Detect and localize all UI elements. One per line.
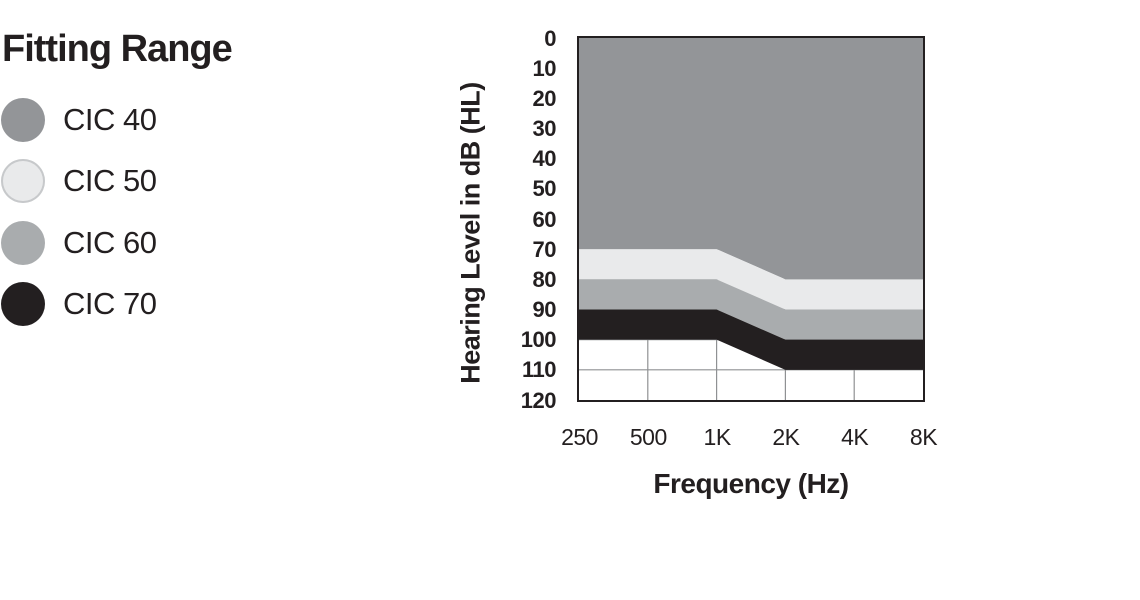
y-tick: 50 [532, 176, 557, 202]
y-tick: 40 [532, 146, 557, 172]
legend-swatch-cic-50-icon [1, 159, 45, 203]
stacked-area-chart [579, 38, 923, 400]
plot-area [577, 36, 925, 402]
y-tick: 70 [532, 236, 557, 262]
y-tick: 90 [532, 297, 557, 322]
legend-label: CIC 50 [63, 163, 157, 198]
y-tick: 80 [532, 266, 557, 292]
legend-item-cic-60: CIC 60 [1, 221, 157, 265]
y-axis-ticks: 0 10 20 30 40 50 60 70 80 90 100 110 120 [486, 26, 557, 413]
x-tick: 2K [772, 424, 800, 450]
legend-title: Fitting Range [2, 28, 233, 70]
x-tick: 1K [703, 424, 732, 450]
legend-item-cic-40: CIC 40 [1, 98, 157, 142]
legend-label: CIC 40 [63, 102, 157, 137]
x-tick: 8K [909, 424, 938, 450]
y-tick: 100 [520, 327, 557, 353]
legend-swatch-cic-40-icon [1, 98, 45, 142]
legend-item-cic-50: CIC 50 [1, 159, 157, 203]
y-tick: 120 [520, 387, 557, 413]
legend-label: CIC 60 [63, 225, 157, 260]
legend-swatch-cic-60-icon [1, 221, 45, 265]
legend-item-cic-70: CIC 70 [1, 282, 157, 326]
legend-swatch-cic-70-icon [1, 282, 45, 326]
x-tick: 250 [561, 424, 598, 450]
y-tick: 60 [532, 206, 557, 232]
y-tick: 20 [532, 85, 557, 111]
x-tick: 500 [629, 424, 667, 450]
y-tick: 0 [544, 25, 556, 51]
y-tick: 110 [522, 357, 557, 383]
y-axis-title: Hearing Level in dB (HL) [455, 82, 486, 384]
legend-label: CIC 70 [63, 286, 157, 321]
x-tick: 4K [841, 424, 869, 450]
y-tick: 30 [532, 116, 557, 141]
x-axis-title: Frequency (Hz) [653, 468, 849, 499]
y-tick: 10 [532, 55, 557, 81]
x-axis-ticks: 250 500 1K 2K 4K 8K [561, 424, 938, 450]
